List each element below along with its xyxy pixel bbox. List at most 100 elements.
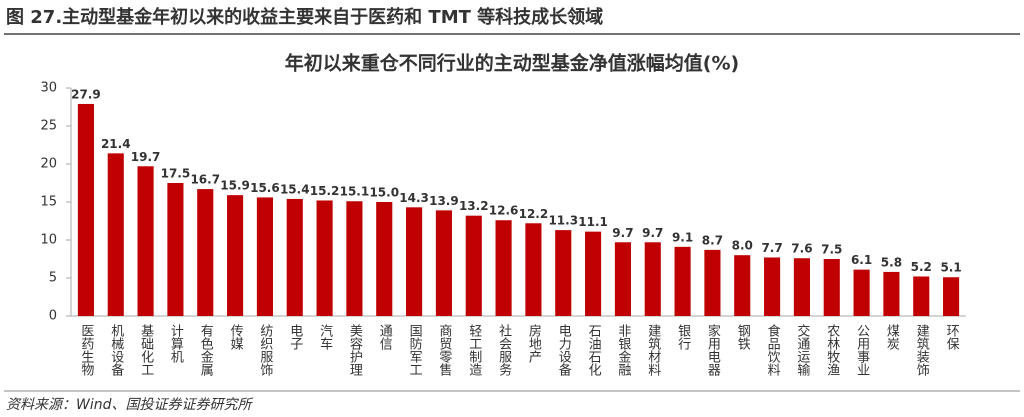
value-label: 6.1 xyxy=(851,253,872,267)
figure-header: 图 27.主动型基金年初以来的收益主要来自于医药和 TMT 等科技成长领域 xyxy=(6,6,603,28)
value-label: 27.9 xyxy=(71,87,101,101)
x-tick-label: 机械设备 xyxy=(108,324,124,377)
value-label: 17.5 xyxy=(161,167,191,181)
x-tick-label: 建筑装饰 xyxy=(914,324,930,376)
x-tick-label: 国防军工 xyxy=(407,324,423,376)
value-label: 11.3 xyxy=(548,214,578,228)
value-label: 5.8 xyxy=(881,255,902,269)
bar xyxy=(346,201,363,316)
bar xyxy=(77,103,94,317)
bar xyxy=(614,242,631,316)
bar xyxy=(764,257,781,316)
chart-title: 年初以来重仓不同行业的主动型基金净值涨幅均值(%) xyxy=(285,52,739,75)
value-label: 12.2 xyxy=(519,207,549,221)
source-note: 资料来源：Wind、国投证券证券研究所 xyxy=(6,397,253,413)
x-tick-label: 有色金属 xyxy=(198,324,214,377)
value-label: 7.7 xyxy=(761,241,782,255)
x-tick-label: 农林牧渔 xyxy=(824,324,840,376)
value-label: 13.9 xyxy=(429,194,459,208)
x-tick-label: 传媒 xyxy=(228,324,244,350)
bar xyxy=(823,259,840,316)
y-tick-label: 0 xyxy=(49,309,57,324)
value-label: 16.7 xyxy=(190,173,220,187)
value-label: 9.7 xyxy=(642,226,663,240)
x-tick-label: 纺织服饰 xyxy=(257,324,273,376)
x-tick-label: 汽车 xyxy=(317,324,333,350)
x-tick-label: 电子 xyxy=(287,324,303,350)
x-tick-label: 食品饮料 xyxy=(765,323,781,376)
x-tick-label: 石油石化 xyxy=(586,324,602,377)
x-tick-label: 社会服务 xyxy=(496,323,512,376)
bar xyxy=(107,153,124,316)
bar xyxy=(137,166,154,316)
value-label: 15.4 xyxy=(280,182,310,196)
bar xyxy=(525,223,542,316)
value-label: 15.6 xyxy=(250,181,280,195)
bar xyxy=(435,210,452,316)
y-tick-label: 15 xyxy=(40,195,57,210)
value-label: 21.4 xyxy=(101,137,131,151)
bar xyxy=(674,246,691,316)
y-tick-label: 25 xyxy=(40,119,57,134)
x-tick-label: 医药生物 xyxy=(78,324,94,377)
x-tick-label: 建筑材料 xyxy=(645,324,661,376)
x-tick-label: 美容护理 xyxy=(347,324,363,376)
value-label: 8.0 xyxy=(732,239,753,253)
y-tick-label: 20 xyxy=(40,157,57,172)
y-tick-label: 10 xyxy=(40,233,57,248)
value-label: 9.7 xyxy=(612,226,633,240)
bar xyxy=(644,242,661,316)
x-tick-label: 电力设备 xyxy=(556,324,572,377)
bar xyxy=(555,230,572,316)
x-tick-label: 商贸零售 xyxy=(436,324,452,376)
value-label: 13.2 xyxy=(459,199,489,213)
bar xyxy=(197,189,214,316)
x-tick-label: 通信 xyxy=(377,324,393,350)
bar xyxy=(704,249,721,316)
bar xyxy=(585,231,602,316)
x-tick-label: 公用事业 xyxy=(854,324,870,376)
value-label: 15.9 xyxy=(220,179,250,193)
x-tick-label: 钢铁 xyxy=(735,324,751,350)
bar xyxy=(793,258,810,316)
value-label: 7.6 xyxy=(791,242,812,256)
bar xyxy=(853,269,870,316)
value-label: 14.3 xyxy=(399,191,429,205)
bar xyxy=(465,215,482,316)
value-label: 19.7 xyxy=(131,150,161,164)
x-tick-label: 银行 xyxy=(675,324,691,351)
bar xyxy=(495,220,512,316)
value-label: 15.2 xyxy=(310,184,340,198)
bar xyxy=(943,277,960,316)
value-label: 15.0 xyxy=(369,186,399,200)
value-label: 12.6 xyxy=(489,204,519,218)
value-label: 5.1 xyxy=(940,261,961,275)
value-label: 9.1 xyxy=(672,230,693,244)
value-label: 7.5 xyxy=(821,243,842,257)
x-tick-label: 非银金融 xyxy=(615,324,631,376)
bar xyxy=(406,207,423,316)
x-tick-label: 家用电器 xyxy=(705,323,721,377)
bar xyxy=(286,198,303,316)
bar xyxy=(883,271,900,316)
x-tick-label: 煤炭 xyxy=(884,324,900,351)
x-tick-label: 基础化工 xyxy=(138,324,154,376)
y-tick-label: 30 xyxy=(40,81,57,96)
value-label: 8.7 xyxy=(702,233,723,247)
bar xyxy=(316,200,333,316)
x-tick-label: 环保 xyxy=(944,324,960,350)
bar xyxy=(227,195,244,316)
bar xyxy=(734,255,751,316)
value-label: 11.1 xyxy=(578,215,608,229)
bar xyxy=(256,197,273,316)
x-tick-label: 交通运输 xyxy=(794,323,810,376)
value-label: 5.2 xyxy=(911,260,932,274)
bar xyxy=(376,202,393,316)
x-tick-label: 轻工制造 xyxy=(466,324,482,377)
x-tick-label: 计算机 xyxy=(168,324,184,364)
bar xyxy=(167,183,184,316)
bar xyxy=(913,276,930,316)
x-tick-label: 房地产 xyxy=(526,323,542,364)
y-tick-label: 5 xyxy=(49,271,57,286)
